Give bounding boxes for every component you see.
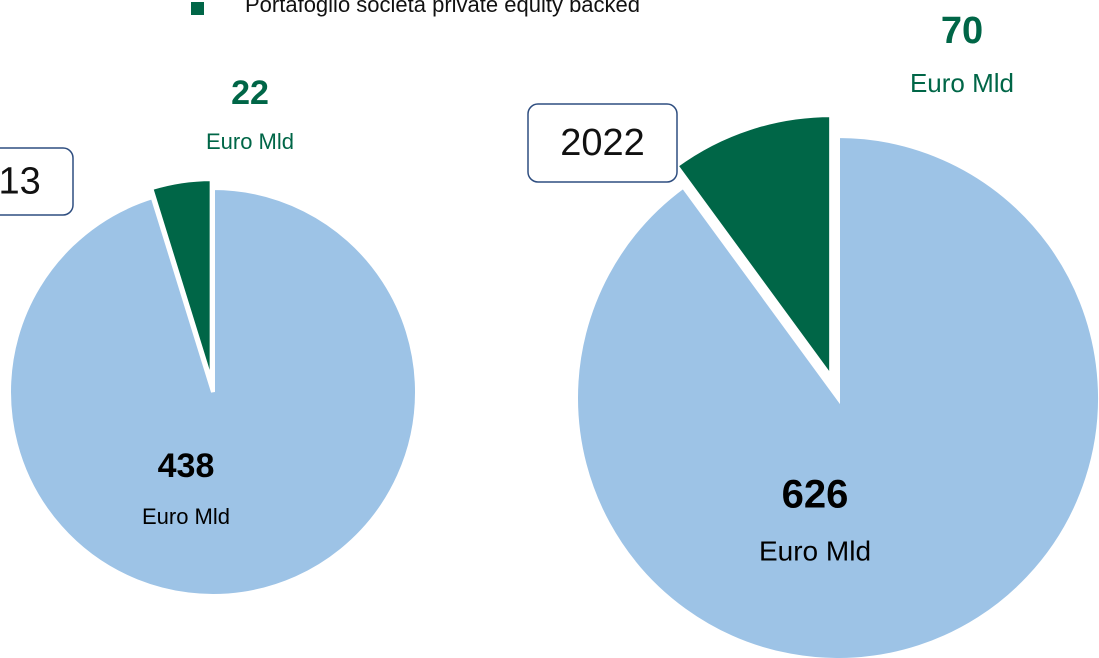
value-label: 438 — [158, 447, 215, 485]
pie-slice — [673, 113, 834, 384]
legend-swatch — [191, 2, 204, 15]
legend-label: Portafoglio società private equity backe… — [245, 0, 640, 17]
year-box — [527, 103, 678, 183]
pie-slice — [574, 133, 1099, 658]
unit-label: Euro Mld — [910, 68, 1014, 98]
unit-label: Euro Mld — [142, 504, 230, 529]
year-box — [0, 147, 74, 216]
value-label: 22 — [231, 74, 269, 112]
chart-title: 2013 — [0, 161, 41, 203]
value-label: 626 — [782, 473, 849, 517]
unit-label: Euro Mld — [206, 129, 294, 154]
pie-slice — [7, 185, 419, 598]
value-label: 70 — [941, 10, 983, 52]
pie-slice — [148, 177, 214, 384]
unit-label: Euro Mld — [759, 535, 871, 566]
chart-title: 2022 — [560, 122, 645, 164]
